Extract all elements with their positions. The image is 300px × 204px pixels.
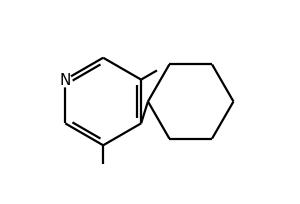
Text: N: N <box>60 73 71 88</box>
